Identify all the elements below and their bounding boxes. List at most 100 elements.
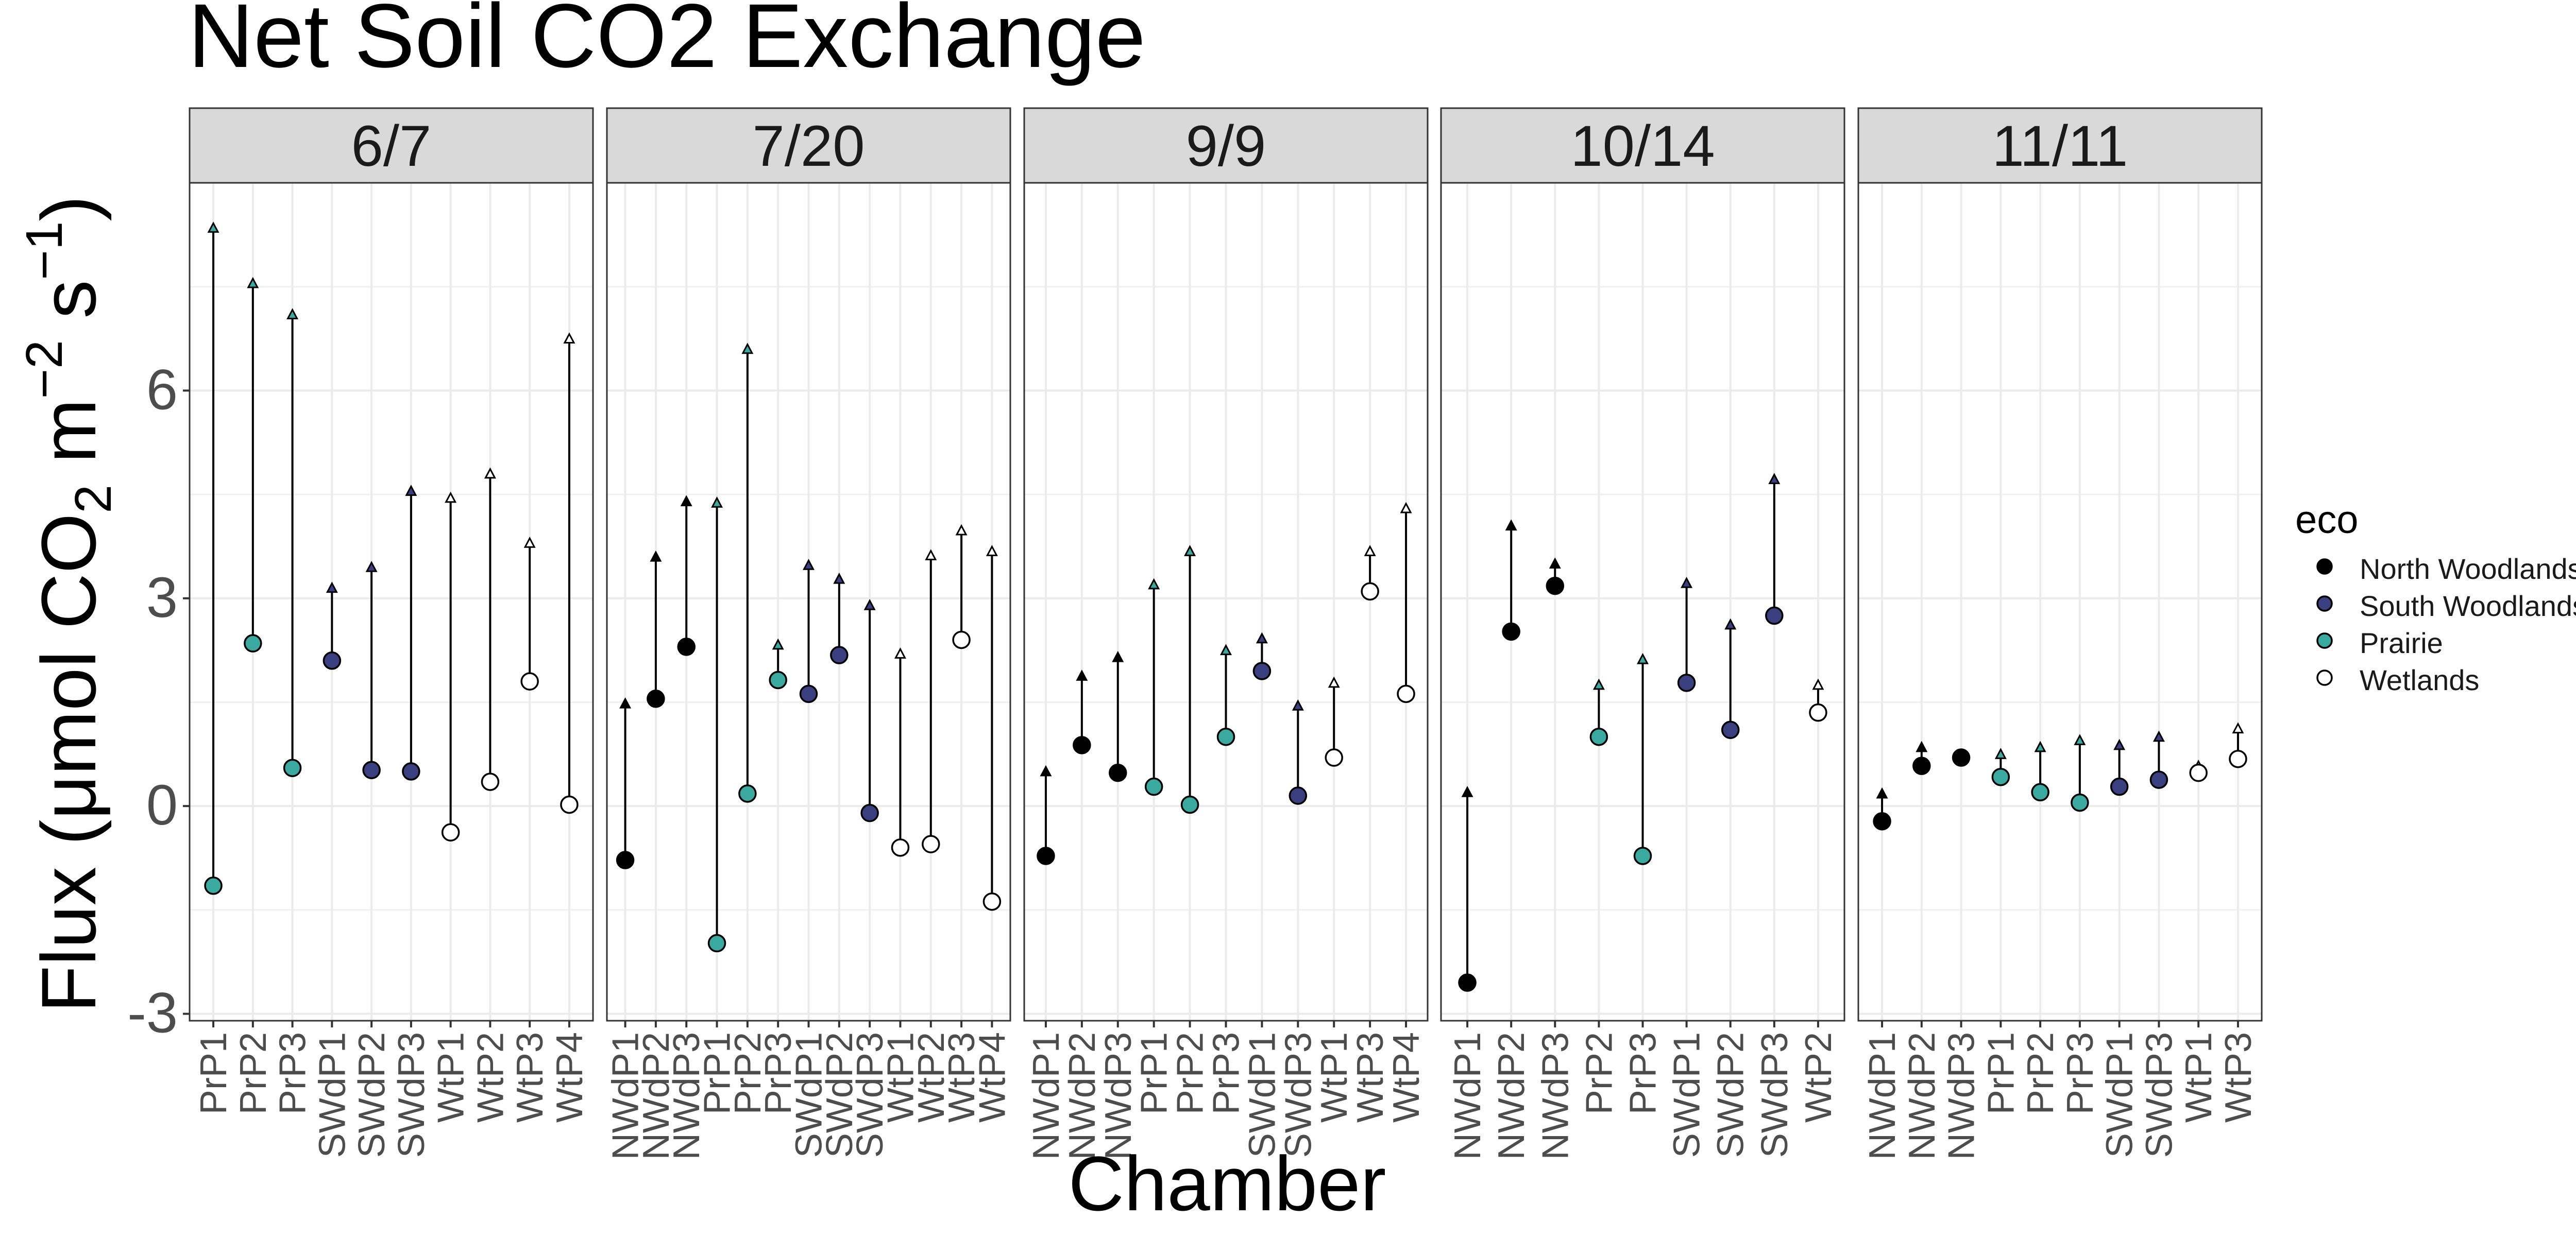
- flux-point: [1073, 736, 1091, 754]
- flux-upper-marker: [1724, 618, 1737, 630]
- flux-point: [799, 684, 818, 703]
- flux-upper-marker: [1592, 678, 1605, 690]
- x-tick-label: WtP2: [1798, 1032, 1839, 1123]
- flux-point: [402, 762, 420, 781]
- x-tick-label: SWdP3: [391, 1032, 432, 1158]
- x-tick-label: NWdP2: [1491, 1032, 1532, 1160]
- flux-point: [244, 634, 262, 653]
- panel-background: [190, 183, 593, 1021]
- x-tick-label: WtP2: [911, 1032, 952, 1123]
- flux-point: [1589, 727, 1608, 746]
- flux-upper-marker: [247, 277, 259, 288]
- legend-key: [2316, 670, 2333, 686]
- flux-point: [2149, 770, 2168, 789]
- y-axis-title: Flux (μmol CO2 m−2 s−1): [15, 196, 122, 1013]
- legend-item: Prairie: [2316, 627, 2443, 659]
- x-tick-label: NWdP3: [666, 1032, 707, 1160]
- y-axis-title-prefix: Flux (: [25, 819, 112, 1012]
- flux-upper-marker: [986, 545, 998, 556]
- x-tick-label: PrP3: [1206, 1032, 1247, 1114]
- facet-strip: [1857, 107, 2263, 184]
- x-tick-label: PrP1: [193, 1032, 234, 1114]
- flux-point: [560, 795, 579, 814]
- y-tick-label: 3: [146, 566, 178, 629]
- flux-upper-marker: [445, 491, 457, 503]
- flux-upper-marker: [1549, 557, 1561, 569]
- flux-point: [1037, 847, 1055, 865]
- x-tick-label: NWdP3: [1535, 1032, 1576, 1160]
- flux-point: [1180, 795, 1199, 814]
- flux-point: [891, 838, 910, 857]
- x-tick-label: NWdP1: [605, 1032, 647, 1160]
- facet-strip-label: 9/9: [1186, 114, 1266, 178]
- flux-point: [1677, 674, 1696, 692]
- legend-label: Prairie: [2360, 627, 2443, 659]
- x-tick-label: SWdP1: [1242, 1032, 1283, 1158]
- flux-upper-marker: [1364, 545, 1376, 556]
- x-tick-label: SWdP1: [789, 1032, 830, 1158]
- flux-point: [1216, 727, 1235, 746]
- flux-upper-marker: [2034, 741, 2046, 752]
- flux-upper-marker: [2113, 739, 2126, 750]
- y-tick-label: 0: [146, 774, 178, 837]
- flux-point: [2229, 749, 2247, 768]
- x-tick-label: PrP1: [697, 1032, 738, 1114]
- flux-point: [1721, 720, 1740, 740]
- flux-point: [2189, 763, 2208, 782]
- x-tick-label: WtP4: [972, 1032, 1013, 1123]
- facet-strip-label: 10/14: [1570, 114, 1715, 178]
- legend-label: South Woodlands: [2360, 590, 2576, 622]
- flux-point: [738, 784, 757, 803]
- x-tick-label: SWdP2: [1710, 1032, 1752, 1158]
- flux-upper-marker: [1876, 787, 1888, 799]
- flux-point: [952, 630, 971, 649]
- flux-point: [1912, 757, 1931, 775]
- x-tick-label: SWdP3: [2139, 1032, 2180, 1158]
- facet-panel: 10/14 NWdP1 NWdP2 NWdP3 PrP2 PrP3 SWdP1 SWdP2 SW…: [1440, 107, 1845, 1160]
- x-tick-label: WtP4: [1386, 1032, 1427, 1123]
- y-axis-title-s: s: [25, 280, 112, 340]
- x-tick-label: SWdP1: [312, 1032, 353, 1158]
- flux-upper-marker: [863, 599, 876, 610]
- y-axis-title-m: m: [25, 399, 112, 485]
- flux-point: [769, 671, 787, 690]
- x-tick-label: WtP3: [1350, 1032, 1391, 1123]
- x-tick-label: WtP4: [549, 1032, 590, 1123]
- flux-point: [520, 672, 539, 691]
- flux-point: [1252, 662, 1272, 680]
- x-tick-label: PrP1: [1134, 1032, 1175, 1114]
- facet-strip: [189, 107, 594, 184]
- flux-point: [1765, 606, 1784, 625]
- flux-upper-marker: [955, 524, 968, 536]
- flux-upper-marker: [1256, 632, 1268, 644]
- x-tick-label: WtP3: [2218, 1032, 2259, 1123]
- flux-point: [647, 689, 665, 708]
- flux-point: [1397, 684, 1415, 703]
- x-tick-label: NWdP1: [1447, 1032, 1488, 1160]
- facet-panels: 6/7PrP1PrP2PrP3SWdP1SWdP2SWdP3WtP1WtP2Wt…: [189, 107, 2263, 1160]
- x-tick-label: NWdP3: [1941, 1032, 1982, 1160]
- x-axis-title: Chamber: [1069, 1140, 1386, 1227]
- x-tick-label: WtP2: [470, 1032, 511, 1123]
- flux-upper-marker: [711, 496, 723, 508]
- flux-upper-marker: [1220, 644, 1232, 656]
- panel-border: [1857, 182, 2263, 1022]
- flux-upper-marker: [523, 537, 536, 548]
- x-tick-label: PrP3: [2060, 1032, 2101, 1114]
- flux-point: [1873, 812, 1891, 831]
- flux-point: [362, 761, 381, 779]
- x-tick-label: WtP1: [2178, 1032, 2219, 1123]
- flux-point: [2110, 777, 2129, 796]
- legend-item: North Woodlands: [2316, 553, 2576, 585]
- panel-border: [1023, 182, 1429, 1022]
- facet-strip: [606, 107, 1011, 184]
- flux-point: [860, 803, 879, 822]
- flux-point: [323, 651, 342, 670]
- y-axis-title-sup-m: −2: [15, 340, 73, 399]
- legend-item: Wetlands: [2316, 664, 2479, 696]
- y-tick-label: -3: [127, 982, 178, 1045]
- flux-upper-marker: [1328, 676, 1340, 688]
- x-tick-label: WtP3: [941, 1032, 982, 1123]
- y-axis-title-mu: μ: [25, 775, 112, 819]
